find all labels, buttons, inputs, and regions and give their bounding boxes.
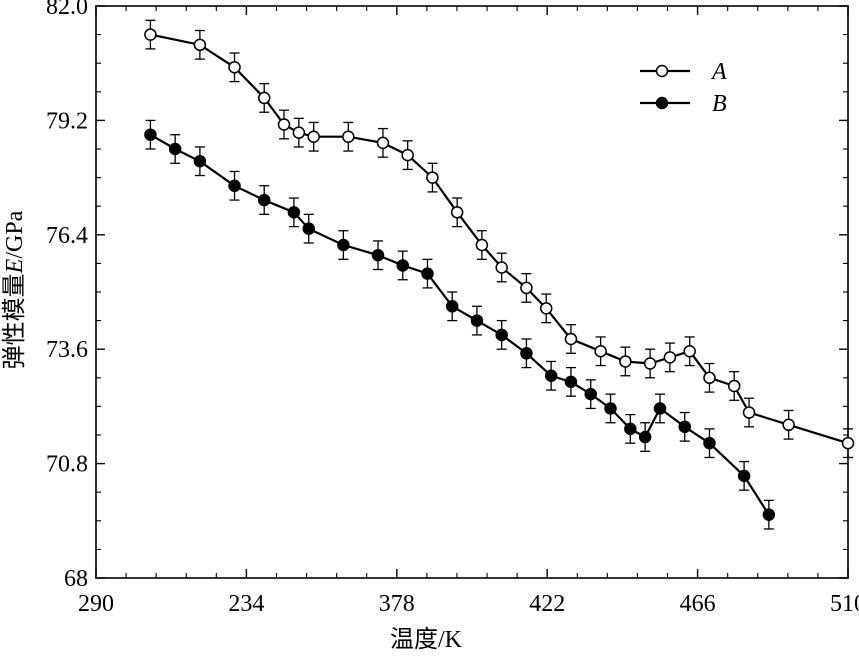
data-point-A — [426, 171, 439, 184]
data-point-A — [683, 344, 696, 358]
y-axis-title-unit: /GPa — [2, 210, 28, 258]
data-point-A — [841, 436, 855, 450]
y-tick-label: 82.0 — [46, 0, 88, 20]
x-tick-label: 422 — [529, 591, 565, 617]
data-point-A — [742, 406, 756, 419]
y-tick-label: 76.4 — [46, 223, 88, 249]
x-tick-label: 290 — [78, 591, 114, 617]
data-point-B — [638, 430, 652, 444]
data-point-A — [257, 91, 271, 105]
data-point-B — [421, 267, 434, 280]
data-point-A — [277, 118, 291, 131]
series-layer — [144, 19, 855, 530]
data-point-A — [193, 38, 207, 52]
data-point-A — [643, 357, 657, 370]
y-axis-title: 弹性模量E/GPa — [1, 210, 28, 369]
x-axis-title: 温度/K — [390, 626, 463, 653]
data-point-A — [144, 28, 157, 41]
data-point-A — [376, 136, 390, 150]
data-point-B — [445, 300, 459, 313]
data-point-A — [539, 302, 553, 315]
data-point-B — [678, 420, 691, 434]
legend-marker-A — [655, 64, 669, 78]
data-point-B — [762, 508, 776, 521]
y-tick-label: 70.8 — [46, 452, 88, 478]
data-point-B — [337, 238, 350, 252]
data-point-B — [371, 248, 385, 262]
data-point-B — [703, 436, 716, 450]
data-point-B — [396, 259, 409, 272]
data-point-B — [302, 222, 315, 235]
y-tick-label: 68 — [64, 566, 88, 592]
x-tick-label: 510 — [830, 591, 859, 617]
y-tick-label: 73.6 — [46, 337, 88, 363]
data-point-A — [564, 332, 578, 346]
data-point-A — [475, 238, 489, 252]
data-point-B — [287, 206, 301, 219]
data-point-B — [653, 402, 667, 415]
x-tick-label: 466 — [680, 591, 716, 617]
data-point-A — [663, 351, 677, 364]
legend-marker-B — [655, 96, 669, 110]
data-point-B — [737, 469, 751, 483]
series-line-B — [149, 133, 770, 516]
data-point-B — [144, 128, 157, 141]
data-point-A — [619, 355, 632, 368]
data-point-B — [544, 369, 558, 383]
data-point-B — [257, 193, 271, 207]
data-point-A — [307, 130, 320, 143]
data-point-B — [564, 375, 578, 389]
data-point-B — [228, 179, 241, 193]
data-point-B — [193, 155, 207, 168]
data-point-A — [495, 261, 508, 274]
data-point-A — [292, 126, 306, 139]
series-line-A — [150, 33, 849, 445]
x-tick-label: 378 — [379, 591, 415, 617]
data-point-B — [624, 422, 637, 436]
data-point-A — [782, 418, 795, 432]
axes: 290 234 378 422 466 510 68 70.8 73.6 76.4 79.2 82.0 — [46, 0, 859, 617]
data-point-A — [727, 379, 741, 393]
data-point-B — [584, 387, 597, 401]
data-point-A — [703, 371, 716, 385]
data-point-A — [520, 281, 533, 295]
x-tick-label: 234 — [228, 591, 264, 617]
y-axis-title-prefix: 弹性模量 — [1, 273, 28, 369]
legend: AB — [640, 59, 727, 117]
legend-label-B: B — [712, 91, 727, 117]
legend-label-A: A — [710, 59, 727, 85]
data-point-A — [342, 130, 355, 143]
data-point-B — [604, 402, 617, 415]
data-point-B — [168, 142, 182, 156]
data-point-A — [401, 148, 414, 162]
data-point-B — [495, 328, 508, 342]
data-point-A — [228, 61, 241, 74]
data-point-B — [470, 314, 484, 327]
data-point-A — [450, 206, 464, 219]
y-tick-label: 79.2 — [46, 108, 88, 134]
y-axis-title-symbol: E — [2, 258, 28, 274]
data-point-A — [594, 344, 607, 358]
data-point-B — [520, 347, 533, 360]
plot-frame — [95, 5, 849, 579]
